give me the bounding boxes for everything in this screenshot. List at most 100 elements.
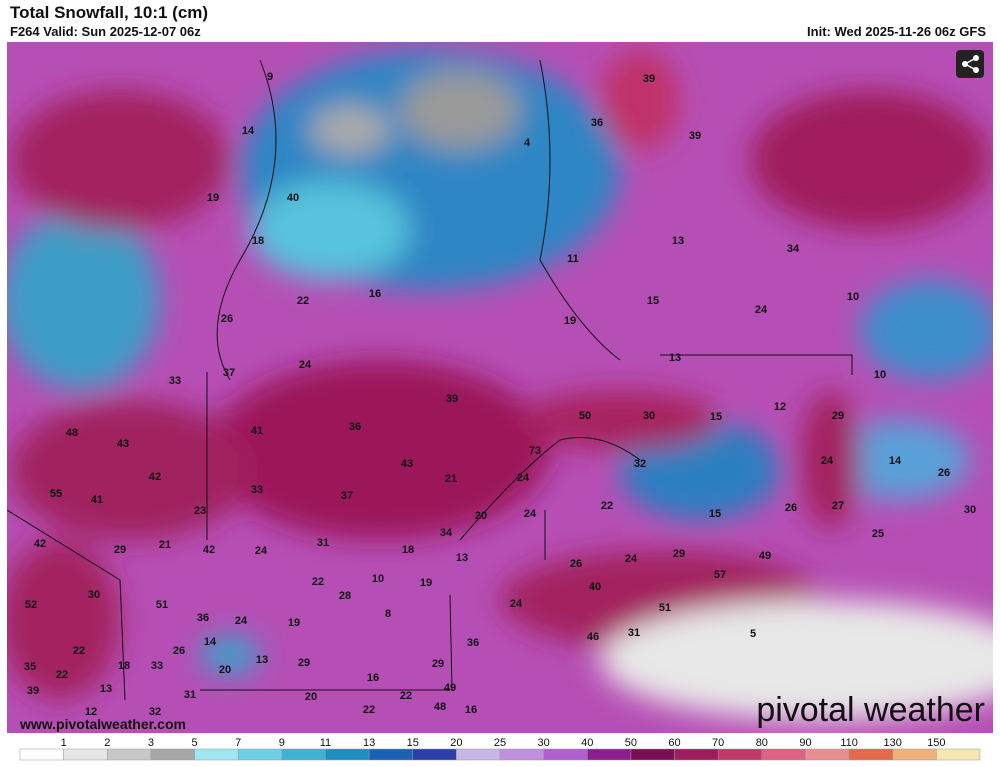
snow-label: 34 [787,243,800,255]
colorbar-swatch [499,748,544,761]
snow-label: 55 [50,488,62,500]
snow-label: 23 [194,505,206,517]
colorbar-swatch [63,748,108,761]
colorbar-swatch [281,748,326,761]
snow-label: 31 [184,689,196,701]
snow-label: 36 [197,612,209,624]
snow-label: 36 [467,637,479,649]
colorbar-label: 20 [450,737,462,749]
snow-label: 13 [672,235,684,247]
valid-time: F264 Valid: Sun 2025-12-07 06z [10,24,201,39]
snow-label: 33 [151,660,163,672]
snow-label: 22 [400,690,412,702]
snow-label: 36 [349,421,361,433]
colorbar-swatch [674,748,719,761]
snow-label: 33 [169,375,181,387]
colorbar-swatch [412,748,457,761]
colorbar-swatch [19,748,64,761]
snow-label: 43 [401,458,413,470]
snow-label: 10 [847,291,859,303]
snow-label: 24 [235,615,248,627]
colorbar-swatch [107,748,152,761]
snow-label: 18 [118,660,130,672]
share-line [963,57,977,71]
snow-label: 24 [821,455,834,467]
snow-label: 22 [56,669,68,681]
colorbar-label: 60 [668,737,680,749]
snow-label: 50 [579,410,591,422]
snow-label: 22 [601,500,613,512]
brand: pivotal weather [756,691,985,729]
snow-label: 29 [673,548,685,560]
snow-label: 41 [251,425,263,437]
snow-label: 12 [85,706,97,718]
snow-label: 34 [440,527,453,539]
snow-label: 18 [252,235,264,247]
snow-label: 49 [759,550,771,562]
snow-label: 16 [367,672,379,684]
snow-label: 52 [25,599,37,611]
snow-label: 13 [100,683,112,695]
borders [7,59,853,701]
snow-label: 39 [27,685,39,697]
snow-label: 43 [117,438,129,450]
snow-label: 39 [689,130,701,142]
share-icon-bg[interactable] [956,50,984,78]
colorbar-swatch [194,748,239,761]
snow-label: 21 [159,539,171,551]
snow-label: 19 [288,617,300,629]
snow-label: 26 [570,558,582,570]
snow-label: 16 [465,704,477,716]
colorbar-swatch [848,748,893,761]
snow-label: 48 [66,427,78,439]
snow-label: 42 [34,538,46,550]
colorbar-swatch [936,748,981,761]
snow-label: 18 [402,544,414,556]
snow-label: 8 [385,608,391,620]
snow-label: 27 [832,500,844,512]
snow-label: 24 [755,304,768,316]
colorbar-swatch [761,748,806,761]
snow-label: 15 [647,295,659,307]
snow-label: 57 [714,569,726,581]
snow-label: 37 [223,367,235,379]
snow-label: 31 [317,537,329,549]
snow-label: 31 [628,627,640,639]
colorbar-label: 80 [756,737,768,749]
colorbar-label: 25 [494,737,506,749]
snow-label: 40 [287,192,299,204]
snow-label: 51 [156,599,168,611]
colorbar-label: 13 [363,737,375,749]
snow-label: 5 [750,628,756,640]
snow-label: 24 [510,598,523,610]
snow-label: 29 [832,410,844,422]
snow-label: 30 [88,589,100,601]
colorbar-swatch [456,748,501,761]
share-button[interactable] [956,50,984,78]
colorbar-label: 1 [61,737,67,749]
snow-label: 26 [938,467,950,479]
snow-label: 22 [297,295,309,307]
colorbar-label: 2 [104,737,110,749]
snow-label: 24 [299,359,312,371]
colorbar-label: 3 [148,737,154,749]
snow-label: 39 [643,73,655,85]
snow-label: 32 [149,706,161,718]
colorbar-label: 30 [538,737,550,749]
snow-label: 39 [446,393,458,405]
colorbar-label: 150 [927,737,945,749]
snow-label: 51 [659,602,671,614]
snow-label: 33 [251,484,263,496]
snow-label: 22 [363,704,375,716]
snow-label: 26 [785,502,797,514]
colorbar-label: 130 [884,737,902,749]
snow-label: 24 [255,545,268,557]
snow-label: 13 [256,654,268,666]
colorbar-swatch [368,748,413,761]
snow-label: 29 [114,544,126,556]
colorbar-swatch [543,748,588,761]
snow-label: 10 [874,369,886,381]
colorbar-label: 9 [279,737,285,749]
colorbar-label: 15 [407,737,419,749]
